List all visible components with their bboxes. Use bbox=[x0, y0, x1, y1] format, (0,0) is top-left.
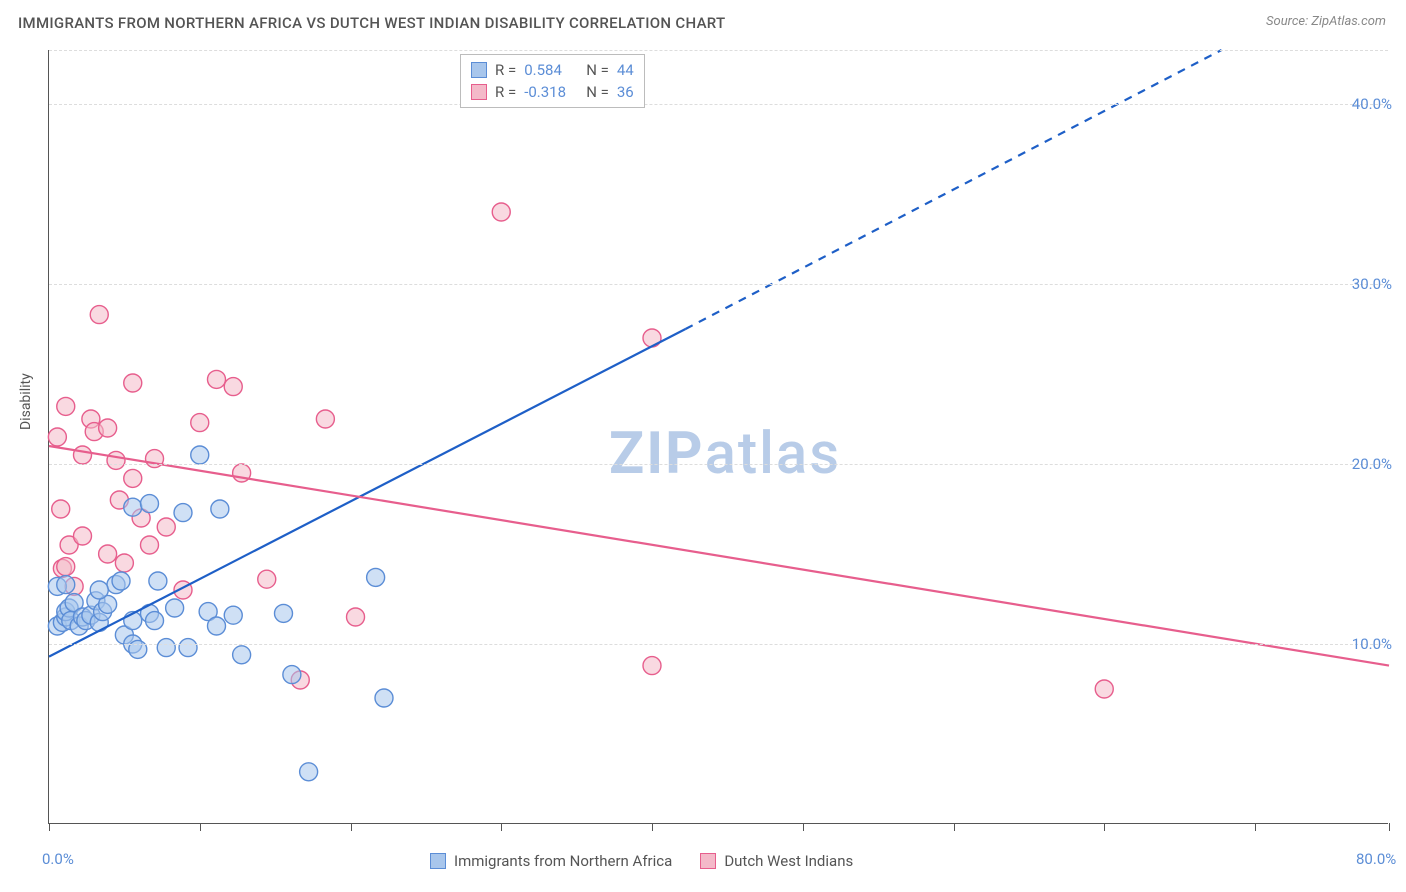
y-tick-label: 10.0% bbox=[1352, 635, 1392, 653]
legend-swatch bbox=[430, 853, 446, 869]
data-point bbox=[90, 306, 108, 324]
data-point bbox=[208, 370, 226, 388]
data-point bbox=[643, 657, 661, 675]
x-tick bbox=[49, 823, 50, 831]
x-tick bbox=[954, 823, 955, 831]
legend-r-label: R = bbox=[495, 59, 516, 81]
grid-line bbox=[49, 644, 1388, 645]
legend-n-value: 44 bbox=[617, 59, 634, 81]
x-tick-label: 0.0% bbox=[42, 850, 74, 868]
data-point bbox=[146, 612, 164, 630]
data-point bbox=[112, 572, 130, 590]
grid-line bbox=[49, 50, 1388, 51]
data-point bbox=[57, 558, 75, 576]
data-point bbox=[224, 378, 242, 396]
trend-line-blue bbox=[49, 329, 686, 657]
y-tick-label: 20.0% bbox=[1352, 455, 1392, 473]
data-point bbox=[643, 329, 661, 347]
data-point bbox=[57, 397, 75, 415]
data-point bbox=[115, 554, 133, 572]
x-tick bbox=[1104, 823, 1105, 831]
legend-r-label: R = bbox=[495, 81, 516, 103]
data-point bbox=[74, 527, 92, 545]
plot-area: ZIPatlas bbox=[48, 50, 1388, 824]
data-point bbox=[90, 581, 108, 599]
data-point bbox=[375, 689, 393, 707]
data-point bbox=[124, 374, 142, 392]
legend-n-label: N = bbox=[586, 81, 609, 103]
data-point bbox=[367, 568, 385, 586]
legend-n-label: N = bbox=[586, 59, 609, 81]
x-tick bbox=[1255, 823, 1256, 831]
data-point bbox=[48, 428, 66, 446]
data-point bbox=[191, 414, 209, 432]
series-legend: Immigrants from Northern Africa Dutch Wes… bbox=[430, 852, 853, 870]
data-point bbox=[149, 572, 167, 590]
x-tick bbox=[652, 823, 653, 831]
data-point bbox=[57, 576, 75, 594]
y-axis-label: Disability bbox=[18, 373, 34, 430]
data-point bbox=[99, 545, 117, 563]
data-point bbox=[107, 451, 125, 469]
legend-row: R = 0.584 N = 44 bbox=[471, 59, 634, 81]
x-tick bbox=[501, 823, 502, 831]
source-attribution: Source: ZipAtlas.com bbox=[1266, 14, 1386, 29]
data-point bbox=[316, 410, 334, 428]
legend-item: Immigrants from Northern Africa bbox=[430, 852, 672, 870]
x-tick bbox=[1389, 823, 1390, 831]
x-tick bbox=[200, 823, 201, 831]
data-point bbox=[166, 599, 184, 617]
data-point bbox=[347, 608, 365, 626]
grid-line bbox=[49, 284, 1388, 285]
data-point bbox=[191, 446, 209, 464]
legend-r-value: 0.584 bbox=[524, 59, 578, 81]
correlation-legend: R = 0.584 N = 44R = -0.318 N = 36 bbox=[460, 54, 645, 108]
data-point bbox=[492, 203, 510, 221]
grid-line bbox=[49, 464, 1388, 465]
data-point bbox=[124, 498, 142, 516]
legend-item: Dutch West Indians bbox=[700, 852, 853, 870]
data-point bbox=[99, 419, 117, 437]
data-point bbox=[300, 763, 318, 781]
x-tick-label: 80.0% bbox=[1356, 850, 1396, 868]
chart-title: IMMIGRANTS FROM NORTHERN AFRICA VS DUTCH… bbox=[18, 14, 726, 32]
data-point bbox=[141, 536, 159, 554]
legend-swatch bbox=[471, 62, 487, 78]
legend-label: Immigrants from Northern Africa bbox=[454, 852, 672, 870]
data-point bbox=[179, 639, 197, 657]
legend-label: Dutch West Indians bbox=[724, 852, 853, 870]
legend-swatch bbox=[700, 853, 716, 869]
data-point bbox=[124, 469, 142, 487]
data-point bbox=[141, 495, 159, 513]
data-point bbox=[283, 666, 301, 684]
trend-line-pink bbox=[49, 446, 1389, 666]
data-point bbox=[275, 604, 293, 622]
trend-line-blue-dashed bbox=[686, 50, 1222, 329]
data-point bbox=[174, 504, 192, 522]
x-tick bbox=[803, 823, 804, 831]
data-point bbox=[52, 500, 70, 518]
grid-line bbox=[49, 104, 1388, 105]
data-point bbox=[157, 639, 175, 657]
legend-n-value: 36 bbox=[617, 81, 634, 103]
y-tick-label: 40.0% bbox=[1352, 95, 1392, 113]
data-point bbox=[211, 500, 229, 518]
legend-row: R = -0.318 N = 36 bbox=[471, 81, 634, 103]
legend-r-value: -0.318 bbox=[524, 81, 578, 103]
data-point bbox=[224, 606, 242, 624]
y-tick-label: 30.0% bbox=[1352, 275, 1392, 293]
data-point bbox=[208, 617, 226, 635]
data-point bbox=[258, 570, 276, 588]
data-point bbox=[1095, 680, 1113, 698]
data-point bbox=[157, 518, 175, 536]
legend-swatch bbox=[471, 84, 487, 100]
data-point bbox=[233, 646, 251, 664]
x-tick bbox=[351, 823, 352, 831]
scatter-plot-svg bbox=[49, 50, 1389, 824]
data-point bbox=[74, 446, 92, 464]
